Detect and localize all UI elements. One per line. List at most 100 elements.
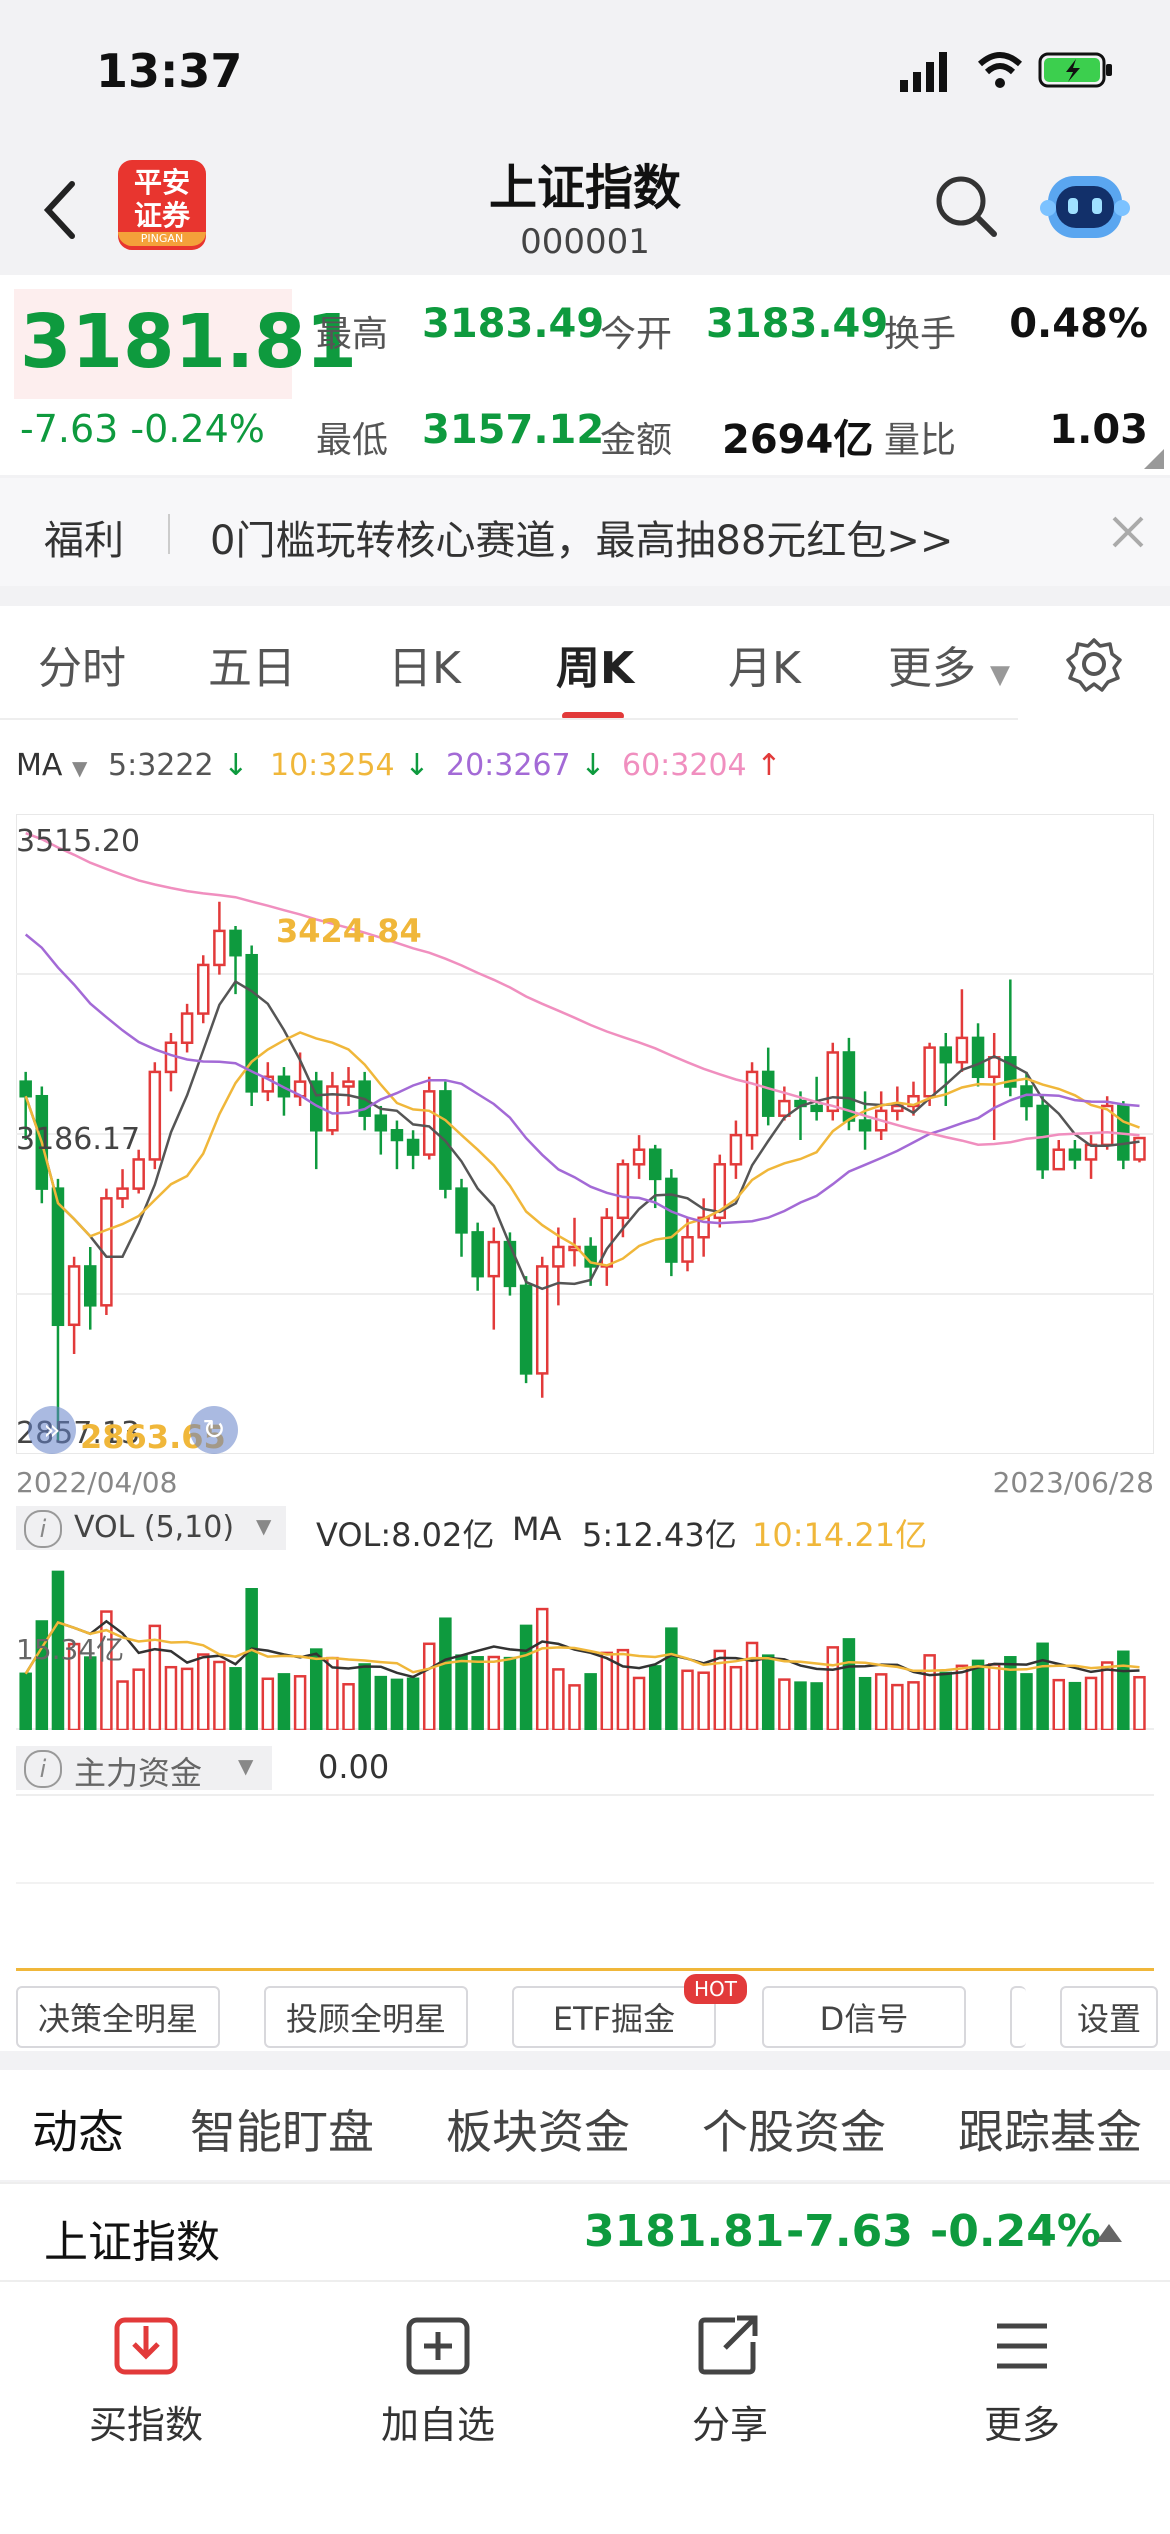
volume-bar: [1084, 1676, 1098, 1730]
nav-add-watchlist[interactable]: 加自选: [338, 2312, 538, 2449]
candlestick-chart[interactable]: [16, 814, 1154, 1454]
volume-ma10-line: [24, 1620, 1140, 1675]
info-icon[interactable]: i: [24, 1750, 62, 1788]
search-icon[interactable]: [934, 174, 998, 238]
candle-down: [665, 1177, 678, 1263]
volume-bar: [116, 1680, 129, 1730]
chevron-down-icon: ▼: [990, 660, 1010, 690]
price-change: -7.63 -0.24%: [20, 407, 265, 451]
volume-bar: [794, 1681, 807, 1730]
tool-settings[interactable]: 设置: [1060, 1986, 1158, 2048]
close-icon[interactable]: [1110, 514, 1146, 550]
candle-down: [503, 1240, 517, 1288]
info-tab-stock-funds[interactable]: 个股资金: [702, 2105, 886, 2159]
nav-share[interactable]: 分享: [630, 2312, 830, 2449]
tab-divider: [0, 718, 1018, 720]
candle-up: [826, 1051, 840, 1113]
volume-ma5-line: [24, 1619, 1140, 1679]
volume-chart[interactable]: [16, 1554, 1154, 1730]
volume-bar: [987, 1663, 1001, 1730]
nav-buy-index[interactable]: 买指数: [46, 2312, 246, 2449]
tool-partial[interactable]: [1010, 1986, 1026, 2048]
candle-up: [632, 1148, 646, 1166]
back-icon[interactable]: [40, 180, 80, 240]
promo-banner[interactable]: 福利 0门槛玩转核心赛道，最高抽88元红包>>: [0, 478, 1170, 586]
amount-label: 金额: [600, 420, 673, 461]
info-tab-tracking-funds[interactable]: 跟踪基金: [958, 2105, 1142, 2159]
scroll-left-icon[interactable]: »: [28, 1406, 76, 1454]
ma60-line: [25, 832, 1140, 1146]
ticker-bar[interactable]: 上证指数 3181.81 -7.63 -0.24%: [0, 2182, 1170, 2280]
tab-monthly-k[interactable]: 月K: [728, 643, 801, 694]
candle-down: [19, 1080, 32, 1098]
arrow-up-icon: ↑: [756, 748, 782, 783]
nav-header: 平安 证券 PINGAN 上证指数 000001: [0, 140, 1170, 275]
current-price: 3181.81: [20, 299, 358, 385]
reset-icon[interactable]: ↻: [190, 1406, 238, 1454]
volume-bar: [955, 1664, 969, 1730]
battery-icon: [1038, 52, 1112, 88]
candle-up: [213, 929, 226, 967]
volume-selector[interactable]: i VOL (5,10) ▼: [16, 1506, 286, 1550]
volume-bar: [1036, 1642, 1049, 1730]
ma-legend[interactable]: MA ▼: [16, 748, 87, 783]
ma5-value: 5:3222 ↓: [108, 748, 248, 783]
volume-bar: [422, 1642, 436, 1730]
candle-up: [67, 1265, 81, 1327]
volume-bar: [891, 1683, 904, 1730]
info-tab-sector-funds[interactable]: 板块资金: [446, 2105, 630, 2159]
low-value: 3157.12: [422, 407, 605, 453]
tab-intraday[interactable]: 分时: [38, 643, 126, 694]
candle-down: [245, 953, 258, 1093]
promo-text[interactable]: 0门槛玩转核心赛道，最高抽88元红包>>: [210, 518, 954, 564]
volume-bar: [681, 1669, 694, 1730]
volume-bar: [196, 1653, 210, 1730]
chevron-up-icon[interactable]: [1094, 2220, 1124, 2244]
chevron-down-icon: ▼: [238, 1754, 254, 1778]
volume-bar: [1004, 1656, 1017, 1730]
candle-down: [1068, 1148, 1082, 1161]
volume-value: VOL:8.02亿: [316, 1516, 495, 1554]
info-icon[interactable]: i: [24, 1510, 62, 1548]
candle-up: [891, 1104, 904, 1113]
volume-bar: [229, 1667, 242, 1730]
nav-buy-index-label: 买指数: [88, 2403, 203, 2447]
robot-assistant-icon[interactable]: [1040, 168, 1130, 244]
candle-up: [552, 1245, 565, 1268]
tab-five-day[interactable]: 五日: [208, 643, 296, 694]
ma20-value: 20:3267 ↓: [446, 748, 605, 783]
gear-icon[interactable]: [1066, 636, 1122, 692]
volume-axis-label: 15.34亿: [16, 1633, 125, 1666]
volume-ma-label: MA: [512, 1510, 562, 1548]
logo-text-bottom: 证券: [133, 199, 190, 232]
ratio-label: 量比: [884, 420, 957, 461]
tab-weekly-k[interactable]: 周K: [556, 643, 635, 694]
main-fund-selector[interactable]: i 主力资金 ▼: [16, 1746, 272, 1792]
tool-etf-mining[interactable]: ETF掘金: [512, 1986, 716, 2048]
candle-up: [180, 1012, 194, 1044]
ticker-change: -7.63: [786, 2206, 913, 2257]
volume-bar: [406, 1677, 420, 1730]
arrow-down-icon: ↓: [404, 748, 430, 783]
ticker-price: 3181.81: [584, 2206, 785, 2257]
broker-logo[interactable]: 平安 证券 PINGAN: [118, 160, 206, 250]
ma-label: MA: [16, 748, 63, 783]
x-end-label: 2023/06/28: [992, 1466, 1154, 1499]
nav-more-label: 更多: [983, 2403, 1060, 2447]
ma20-line: [24, 933, 1140, 1225]
candle-up: [1052, 1148, 1066, 1171]
ma10-value: 10:3254 ↓: [270, 748, 429, 783]
candle-down: [51, 1187, 65, 1327]
tool-advisor-star[interactable]: 投顾全明星: [264, 1986, 468, 2048]
tool-decision-star[interactable]: 决策全明星: [16, 1986, 220, 2048]
info-tab-news[interactable]: 动态: [32, 2105, 124, 2159]
info-tab-smart-watch[interactable]: 智能盯盘: [190, 2105, 374, 2159]
expand-corner-icon[interactable]: [1144, 449, 1164, 469]
tab-more[interactable]: 更多 ▼: [888, 632, 1010, 696]
tab-daily-k[interactable]: 日K: [388, 643, 461, 694]
volume-bar: [1133, 1675, 1146, 1730]
chevron-down-icon: ▼: [71, 756, 88, 780]
nav-more[interactable]: 更多: [922, 2312, 1122, 2449]
turnover-label: 换手: [884, 314, 957, 355]
tool-d-signal[interactable]: D信号: [762, 1986, 966, 2048]
